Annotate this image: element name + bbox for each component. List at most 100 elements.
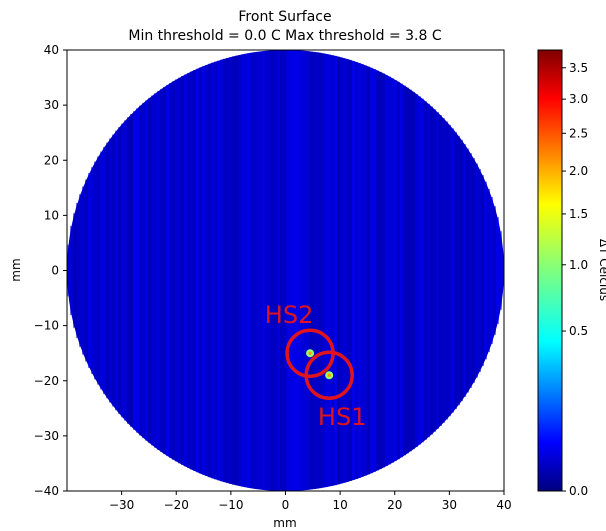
wafer-streak [262, 51, 265, 490]
wafer-streak [325, 53, 328, 488]
x-axis-label: mm [273, 516, 296, 530]
wafer-streak [403, 85, 406, 456]
wafer-streak [157, 91, 160, 450]
wafer-streak [364, 65, 367, 476]
colorbar-tick-label: 1.5 [569, 207, 588, 221]
wafer-streak [412, 91, 415, 450]
wafer-streak [196, 68, 199, 473]
wafer-streak [346, 59, 349, 482]
wafer-streak [469, 153, 472, 388]
wafer-streak [190, 71, 193, 470]
wafer-streak [427, 103, 430, 438]
wafer-streak [130, 114, 133, 427]
wafer-streak [178, 77, 181, 464]
wafer-streak [106, 142, 109, 399]
wafer-streak [280, 50, 283, 491]
wafer-streak [169, 83, 172, 458]
wafer-streak [382, 73, 385, 468]
wafer-streak [493, 206, 496, 335]
wafer-streak [454, 131, 457, 410]
wafer-streak [220, 59, 223, 482]
wafer-streak [70, 225, 73, 316]
wafer-streak [214, 61, 217, 480]
wafer-streak [475, 163, 478, 378]
wafer-streak [166, 84, 169, 457]
wafer-streak [247, 53, 250, 488]
wafer-streak [373, 69, 376, 472]
wafer-streak [118, 127, 121, 414]
x-tick-label: 30 [442, 498, 457, 512]
wafer-streak [139, 105, 142, 436]
wafer-streak [112, 134, 115, 407]
x-tick-label: −30 [109, 498, 134, 512]
wafer-streak [406, 87, 409, 454]
hs2-label: HS2 [265, 301, 314, 329]
wafer-streak [313, 51, 316, 490]
wafer-streak [76, 202, 79, 339]
wafer-streak [241, 54, 244, 487]
wafer-streak [217, 60, 220, 481]
wafer-streak [223, 58, 226, 483]
y-tick-label: −10 [34, 319, 59, 333]
wafer-streak [250, 52, 253, 489]
wafer-streak [142, 102, 145, 439]
wafer-streak [358, 63, 361, 478]
wafer-streak [481, 175, 484, 366]
hs2-core [308, 351, 312, 355]
wafer-streak [274, 50, 277, 491]
wafer-streak [472, 158, 475, 383]
hs1-label: HS1 [318, 403, 367, 431]
wafer-streak [79, 194, 82, 347]
x-tick-label: 10 [332, 498, 347, 512]
colorbar-tick-label: 3.0 [569, 92, 588, 106]
wafer-streak [376, 70, 379, 471]
wafer-streak [205, 64, 208, 477]
wafer-streak [154, 93, 157, 448]
y-tick-label: 10 [44, 208, 59, 222]
wafer-streak [109, 138, 112, 403]
wafer-streak [292, 50, 295, 491]
wafer-streak [232, 56, 235, 485]
wafer-streak [289, 50, 292, 491]
wafer-streak [319, 52, 322, 489]
wafer-streak [202, 66, 205, 475]
colorbar-label: ΔT Celcius [597, 239, 606, 301]
wafer-streak [478, 169, 481, 372]
x-tick-label: 40 [496, 498, 511, 512]
wafer-streak [499, 231, 502, 310]
y-tick-label: 20 [44, 153, 59, 167]
wafer-streak [466, 148, 469, 393]
wafer-streak [298, 50, 301, 491]
chart-title: Front Surface [238, 9, 331, 25]
hs1-core [327, 373, 331, 377]
colorbar-tick-label: 2.0 [569, 164, 588, 178]
wafer-streak [322, 53, 325, 488]
wafer-streak [379, 71, 382, 470]
wafer-streak [409, 89, 412, 452]
colorbar [537, 49, 563, 492]
x-tick-label: −10 [218, 498, 243, 512]
wafer-streak [94, 161, 97, 380]
wafer-streak [172, 81, 175, 460]
wafer-streak [277, 50, 280, 491]
wafer-streak [91, 167, 94, 374]
wafer-streak [340, 57, 343, 484]
wafer-streak [439, 115, 442, 426]
wafer-streak [430, 106, 433, 435]
wafer-streak [397, 81, 400, 460]
wafer-streak [100, 151, 103, 390]
wafer-streak [355, 61, 358, 480]
wafer-streak [103, 146, 106, 395]
wafer-streak [73, 213, 76, 328]
wafer-streak [226, 57, 229, 484]
wafer-streak [115, 130, 118, 411]
wafer-streak [388, 76, 391, 465]
wafer-streak [352, 60, 355, 481]
y-tick-label: 30 [44, 98, 59, 112]
wafer-streak [253, 52, 256, 489]
wafer-streak [259, 51, 262, 490]
wafer-streak [187, 72, 190, 469]
wafer-streak [433, 109, 436, 432]
wafer-streak [502, 255, 504, 286]
